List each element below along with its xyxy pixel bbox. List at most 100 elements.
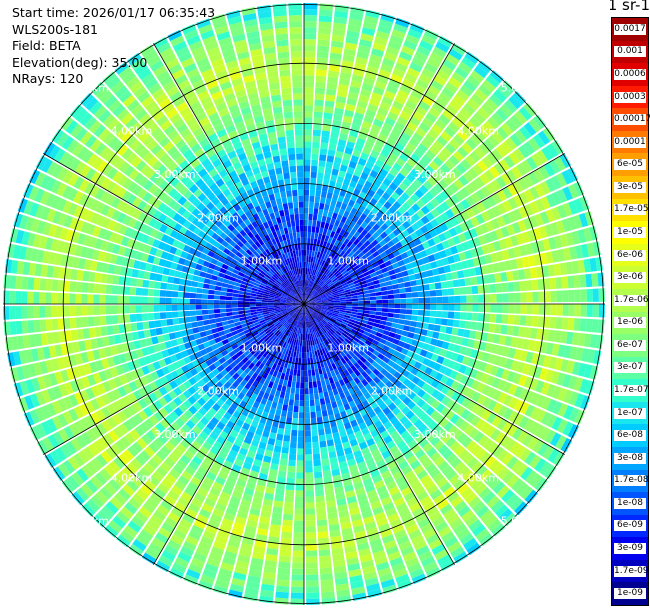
range-gate-cell bbox=[39, 190, 51, 205]
range-gate-cell bbox=[316, 51, 329, 59]
range-gate-cell bbox=[443, 421, 454, 432]
range-gate-cell bbox=[340, 216, 348, 224]
range-gate-cell bbox=[312, 381, 318, 388]
range-gate-cell bbox=[464, 347, 473, 357]
range-gate-cell bbox=[204, 163, 215, 173]
range-gate-cell bbox=[350, 80, 362, 89]
range-gate-cell bbox=[33, 291, 40, 304]
range-gate-cell bbox=[484, 304, 491, 313]
range-gate-cell bbox=[416, 398, 426, 408]
range-gate-cell bbox=[250, 295, 257, 299]
range-gate-cell bbox=[182, 389, 192, 399]
range-gate-cell bbox=[248, 215, 256, 224]
range-gate-cell bbox=[280, 296, 287, 300]
range-gate-cell bbox=[257, 84, 269, 93]
range-gate-cell bbox=[291, 183, 298, 191]
range-gate-cell bbox=[201, 294, 209, 299]
range-gate-cell bbox=[51, 358, 60, 371]
range-gate-cell bbox=[240, 284, 247, 289]
range-gate-cell bbox=[264, 559, 277, 568]
range-gate-cell bbox=[439, 481, 452, 493]
range-gate-cell bbox=[313, 459, 321, 467]
range-gate-cell bbox=[470, 321, 478, 331]
range-gate-cell bbox=[385, 507, 398, 517]
range-gate-cell bbox=[317, 258, 321, 265]
range-gate-cell bbox=[399, 415, 409, 425]
range-gate-cell bbox=[268, 232, 275, 240]
range-gate-cell bbox=[431, 399, 441, 410]
range-gate-cell bbox=[228, 449, 238, 458]
range-gate-cell bbox=[167, 198, 177, 209]
range-gate-cell bbox=[446, 452, 458, 464]
range-gate-cell bbox=[139, 261, 147, 271]
range-gate-cell bbox=[177, 428, 188, 439]
range-gate-cell bbox=[184, 179, 195, 190]
range-gate-cell bbox=[255, 277, 263, 283]
range-gate-cell bbox=[277, 262, 283, 269]
range-gate-cell bbox=[243, 328, 251, 335]
range-gate-cell bbox=[320, 310, 327, 314]
range-gate-cell bbox=[191, 281, 198, 288]
range-gate-cell bbox=[298, 309, 302, 315]
range-gate-cell bbox=[568, 304, 575, 317]
range-gate-cell bbox=[39, 278, 47, 291]
range-gate-cell bbox=[84, 96, 99, 111]
range-gate-cell bbox=[359, 356, 367, 364]
range-gate-cell bbox=[392, 67, 406, 78]
range-gate-cell bbox=[142, 151, 154, 164]
range-gate-cell bbox=[110, 80, 125, 94]
range-gate-cell bbox=[305, 574, 319, 581]
range-gate-cell bbox=[556, 304, 563, 316]
range-gate-cell bbox=[316, 380, 322, 388]
range-gate-cell bbox=[353, 481, 364, 490]
range-gate-cell bbox=[360, 386, 368, 395]
range-gate-cell bbox=[273, 301, 281, 303]
range-gate-cell bbox=[320, 136, 330, 144]
range-gate-cell bbox=[526, 304, 533, 315]
range-gate-cell bbox=[188, 430, 198, 440]
range-gate-cell bbox=[333, 307, 340, 310]
range-gate-cell bbox=[257, 328, 264, 334]
range-gate-cell bbox=[97, 160, 109, 173]
range-gate-cell bbox=[304, 346, 307, 353]
range-gate-cell bbox=[191, 173, 201, 184]
range-gate-cell bbox=[363, 571, 378, 581]
range-gate-cell bbox=[271, 286, 278, 291]
range-gate-cell bbox=[290, 171, 297, 179]
range-gate-cell bbox=[369, 538, 383, 548]
range-gate-cell bbox=[177, 242, 186, 251]
range-gate-cell bbox=[284, 342, 289, 349]
range-gate-cell bbox=[66, 255, 74, 268]
range-gate-cell bbox=[296, 308, 301, 314]
range-gate-cell bbox=[518, 374, 528, 387]
range-gate-cell bbox=[453, 478, 466, 491]
range-gate-cell bbox=[240, 364, 248, 372]
range-gate-cell bbox=[339, 228, 346, 236]
range-gate-cell bbox=[278, 316, 284, 321]
range-gate-cell bbox=[214, 265, 222, 272]
range-gate-cell bbox=[394, 304, 401, 309]
range-gate-cell bbox=[35, 155, 48, 171]
range-gate-cell bbox=[436, 498, 450, 511]
range-gate-cell bbox=[296, 294, 301, 300]
range-gate-cell bbox=[384, 455, 395, 465]
range-gate-cell bbox=[315, 337, 320, 344]
range-gate-cell bbox=[315, 405, 321, 412]
range-gate-cell bbox=[81, 305, 88, 316]
range-gate-cell bbox=[96, 337, 104, 348]
range-gate-cell bbox=[183, 449, 195, 460]
range-gate-cell bbox=[506, 474, 520, 488]
range-gate-cell bbox=[308, 381, 313, 389]
range-gate-cell bbox=[270, 426, 278, 434]
range-gate-cell bbox=[308, 321, 312, 328]
range-gate-cell bbox=[154, 320, 162, 328]
range-gate-cell bbox=[381, 308, 389, 313]
range-gate-cell bbox=[418, 304, 425, 310]
range-gate-cell bbox=[181, 57, 195, 68]
range-gate-cell bbox=[105, 501, 119, 515]
range-gate-cell bbox=[188, 530, 202, 541]
range-gate-cell bbox=[274, 329, 280, 336]
range-gate-cell bbox=[203, 456, 214, 466]
range-gate-cell bbox=[289, 311, 295, 316]
range-gate-cell bbox=[304, 237, 307, 244]
